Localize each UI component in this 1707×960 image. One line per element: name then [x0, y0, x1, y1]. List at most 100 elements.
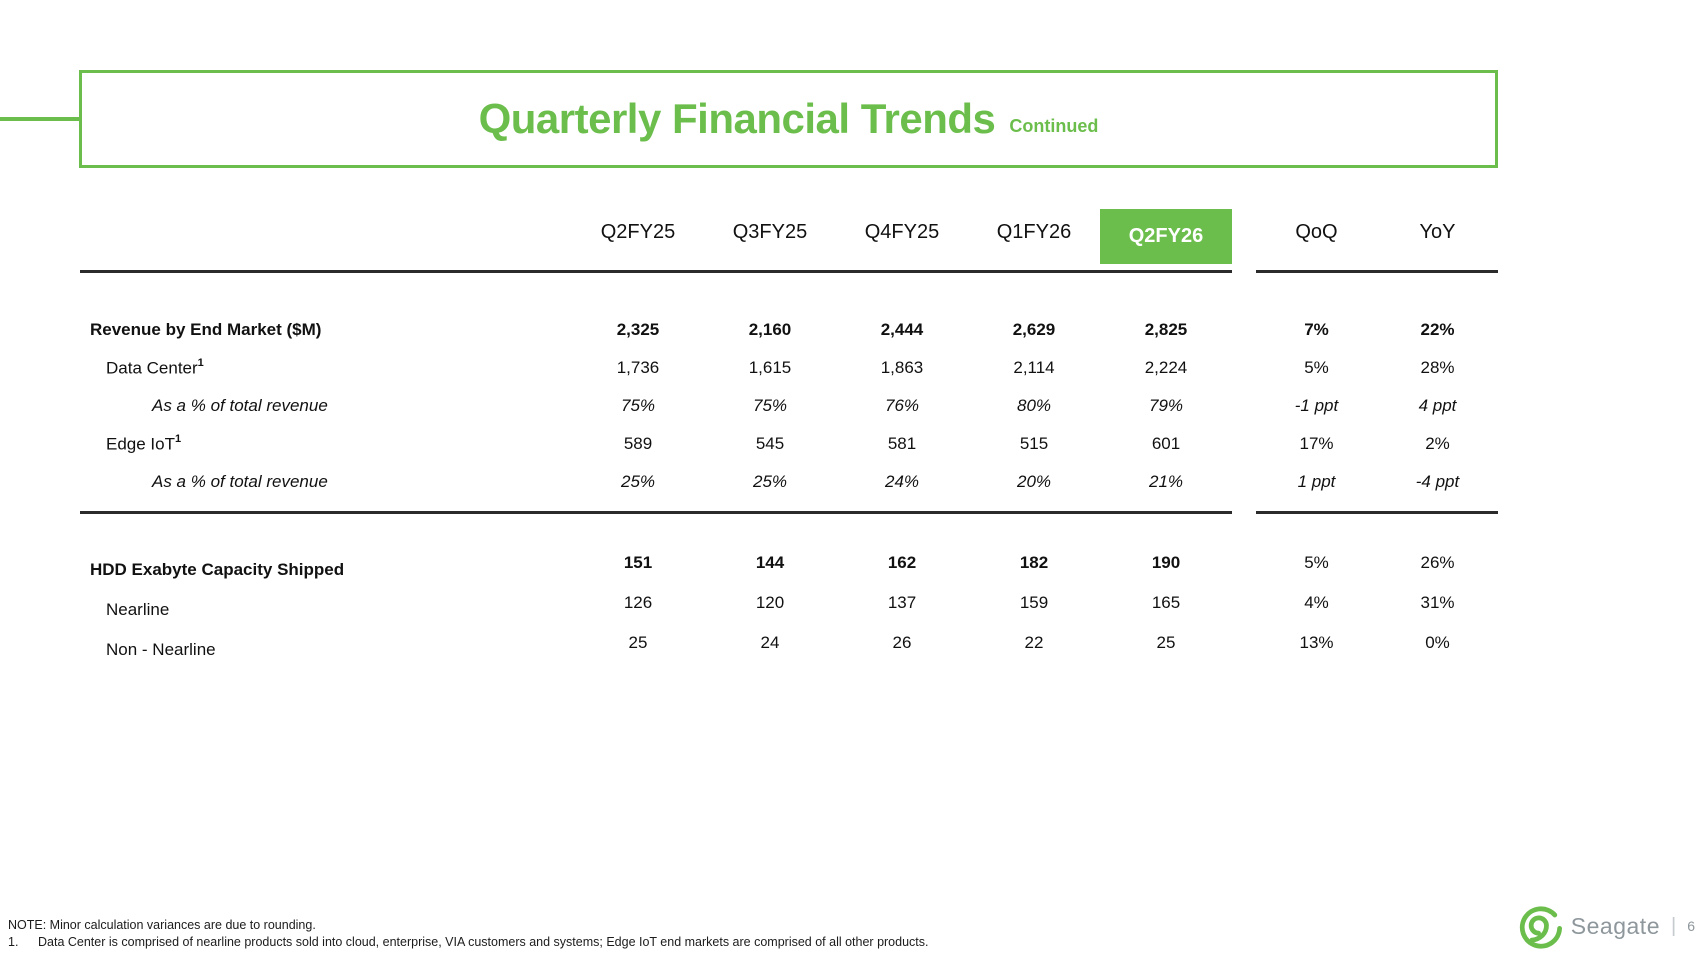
divider-right-segment	[1256, 511, 1498, 514]
brand-separator: |	[1671, 914, 1677, 937]
table-row: Non - Nearline 25 24 26 22 25 13% 0%	[80, 623, 1498, 663]
value-cell: 31%	[1420, 593, 1455, 612]
value-cell: 75%	[620, 396, 656, 415]
value-cell: 80%	[1016, 396, 1052, 415]
value-cell: 4%	[1304, 593, 1329, 612]
value-cell: 22%	[1420, 320, 1455, 339]
row-label: Data Center1	[106, 356, 204, 378]
section-divider	[80, 511, 1498, 514]
value-cell: 2,114	[1013, 358, 1055, 377]
value-cell: 1,615	[748, 358, 792, 377]
value-cell: 24	[760, 633, 780, 652]
footnote: 1. Data Center is comprised of nearline …	[8, 934, 928, 951]
value-cell: -1 ppt	[1294, 396, 1339, 415]
value-cell: 545	[755, 434, 785, 453]
row-label: HDD Exabyte Capacity Shipped	[90, 560, 345, 579]
value-cell: 21%	[1148, 472, 1184, 491]
value-cell: 120	[755, 593, 785, 612]
column-header-q2fy26: Q2FY26	[1100, 195, 1232, 273]
table-row: Edge IoT1 589 545 581 515 601 17% 2%	[80, 425, 1498, 463]
value-cell: 25%	[752, 472, 788, 491]
financial-table: Q2FY25 Q3FY25 Q4FY25 Q1FY26 Q2FY26 QoQ YoY Rev…	[80, 195, 1498, 663]
brand-name: Seagate	[1570, 912, 1660, 939]
table-row: As a % of total revenue 25% 25% 24% 20% 21% 1 …	[80, 463, 1498, 501]
brand-footer: Seagate | 6	[1516, 903, 1695, 949]
value-cell: 17%	[1299, 434, 1334, 453]
footer-notes: NOTE: Minor calculation variances are du…	[8, 917, 928, 951]
value-cell: 144	[755, 553, 785, 572]
header-label-spacer	[80, 195, 572, 273]
value-cell: 515	[1019, 434, 1049, 453]
table-header-row: Q2FY25 Q3FY25 Q4FY25 Q1FY26 Q2FY26 QoQ YoY	[80, 195, 1498, 273]
value-cell: 25	[1156, 633, 1176, 652]
value-cell: 2,825	[1144, 320, 1188, 339]
value-cell: -4 ppt	[1415, 472, 1460, 491]
column-header-q2fy25: Q2FY25	[572, 195, 704, 273]
value-cell: 2%	[1425, 434, 1450, 453]
page-number: 6	[1687, 918, 1695, 934]
seagate-logo-icon	[1519, 906, 1562, 949]
title-box: Quarterly Financial Trends Continued	[79, 70, 1498, 168]
value-cell: 26	[892, 633, 912, 652]
column-header-q3fy25: Q3FY25	[704, 195, 836, 273]
value-cell: 0%	[1425, 633, 1450, 652]
table-body: Revenue by End Market ($M) 2,325 2,160 2,44…	[80, 273, 1498, 663]
value-cell: 76%	[884, 396, 920, 415]
value-cell: 126	[623, 593, 653, 612]
table-section-1: Revenue by End Market ($M) 2,325 2,160 2,44…	[80, 273, 1498, 501]
value-cell: 137	[887, 593, 917, 612]
value-cell: 5%	[1304, 553, 1329, 572]
column-header-yoy: YoY	[1377, 195, 1498, 273]
row-label: As a % of total revenue	[152, 472, 328, 491]
row-label: As a % of total revenue	[152, 396, 328, 415]
table-row: As a % of total revenue 75% 75% 76% 80% 79% -1…	[80, 387, 1498, 425]
value-cell: 601	[1151, 434, 1181, 453]
note-text: NOTE: Minor calculation variances are du…	[8, 918, 316, 932]
value-cell: 13%	[1299, 633, 1334, 652]
value-cell: 1 ppt	[1297, 472, 1336, 491]
value-cell: 165	[1151, 593, 1181, 612]
value-cell: 589	[623, 434, 653, 453]
value-cell: 2,160	[748, 320, 792, 339]
value-cell: 7%	[1304, 320, 1329, 339]
value-cell: 581	[887, 434, 917, 453]
value-cell: 2,224	[1144, 358, 1188, 377]
table-row: Data Center1 1,736 1,615 1,863 2,114 2,224 5% 2…	[80, 349, 1498, 387]
divider-left-segment	[80, 511, 1232, 514]
column-header-qoq: QoQ	[1256, 195, 1377, 273]
value-cell: 190	[1151, 553, 1181, 572]
value-cell: 24%	[884, 472, 920, 491]
value-cell: 1,863	[880, 358, 924, 377]
value-cell: 75%	[752, 396, 788, 415]
table-row: Nearline 126 120 137 159 165 4% 31%	[80, 583, 1498, 623]
value-cell: 26%	[1420, 553, 1455, 572]
footnote-text: Data Center is comprised of nearline pro…	[38, 935, 929, 949]
row-label: Edge IoT1	[106, 432, 182, 454]
highlighted-quarter-box: Q2FY26	[1100, 209, 1232, 264]
value-cell: 162	[887, 553, 917, 572]
table-row: Revenue by End Market ($M) 2,325 2,160 2,44…	[80, 311, 1498, 349]
column-header-q1fy26: Q1FY26	[968, 195, 1100, 273]
value-cell: 5%	[1304, 358, 1329, 377]
row-label: Nearline	[106, 600, 170, 619]
footnote-number: 1.	[8, 935, 19, 949]
value-cell: 159	[1019, 593, 1049, 612]
title-accent-line	[0, 117, 79, 121]
table-section-2: HDD Exabyte Capacity Shipped 151 144 162 182…	[80, 514, 1498, 663]
value-cell: 25%	[620, 472, 656, 491]
header-gap	[1232, 195, 1256, 273]
value-cell: 28%	[1420, 358, 1455, 377]
value-cell: 1,736	[616, 358, 660, 377]
value-cell: 2,325	[616, 320, 660, 339]
page-title-suffix: Continued	[1009, 115, 1099, 136]
row-label: Non - Nearline	[106, 640, 216, 659]
value-cell: 79%	[1148, 396, 1184, 415]
row-label: Revenue by End Market ($M)	[90, 320, 322, 339]
value-cell: 22	[1024, 633, 1044, 652]
value-cell: 151	[623, 553, 653, 572]
value-cell: 2,444	[880, 320, 924, 339]
value-cell: 2,629	[1012, 320, 1056, 339]
value-cell: 25	[628, 633, 648, 652]
table-row: HDD Exabyte Capacity Shipped 151 144 162 182…	[80, 543, 1498, 583]
